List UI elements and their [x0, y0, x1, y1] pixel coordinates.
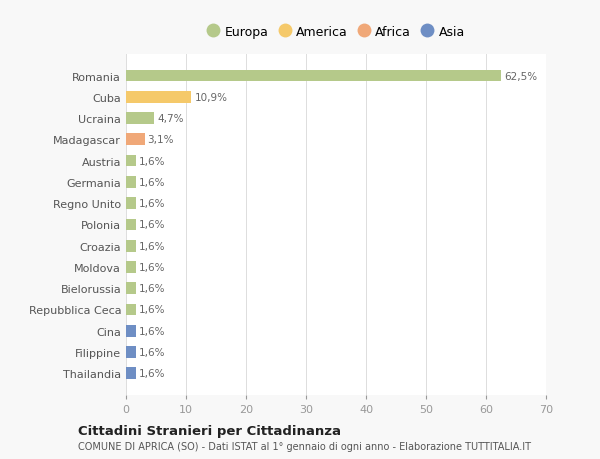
Bar [126, 71, 501, 82]
Bar [126, 283, 136, 294]
Text: 3,1%: 3,1% [148, 135, 174, 145]
Bar [126, 325, 136, 337]
Bar [126, 368, 136, 379]
Text: 10,9%: 10,9% [194, 93, 227, 102]
Text: 4,7%: 4,7% [157, 114, 184, 124]
Text: COMUNE DI APRICA (SO) - Dati ISTAT al 1° gennaio di ogni anno - Elaborazione TUT: COMUNE DI APRICA (SO) - Dati ISTAT al 1°… [78, 441, 531, 451]
Bar [126, 156, 136, 167]
Bar [126, 262, 136, 273]
Text: 1,6%: 1,6% [139, 284, 165, 294]
Text: Cittadini Stranieri per Cittadinanza: Cittadini Stranieri per Cittadinanza [78, 424, 341, 437]
Bar [126, 134, 145, 146]
Text: 1,6%: 1,6% [139, 347, 165, 357]
Bar [126, 304, 136, 316]
Bar [126, 241, 136, 252]
Bar [126, 219, 136, 231]
Text: 1,6%: 1,6% [139, 241, 165, 251]
Text: 1,6%: 1,6% [139, 199, 165, 209]
Bar [126, 347, 136, 358]
Text: 1,6%: 1,6% [139, 369, 165, 379]
Bar [126, 113, 154, 125]
Text: 1,6%: 1,6% [139, 220, 165, 230]
Text: 1,6%: 1,6% [139, 156, 165, 166]
Text: 1,6%: 1,6% [139, 263, 165, 272]
Text: 1,6%: 1,6% [139, 326, 165, 336]
Bar [126, 198, 136, 209]
Bar [126, 92, 191, 103]
Text: 62,5%: 62,5% [504, 71, 537, 81]
Text: 1,6%: 1,6% [139, 305, 165, 315]
Bar [126, 177, 136, 188]
Legend: Europa, America, Africa, Asia: Europa, America, Africa, Asia [202, 21, 470, 44]
Text: 1,6%: 1,6% [139, 178, 165, 187]
